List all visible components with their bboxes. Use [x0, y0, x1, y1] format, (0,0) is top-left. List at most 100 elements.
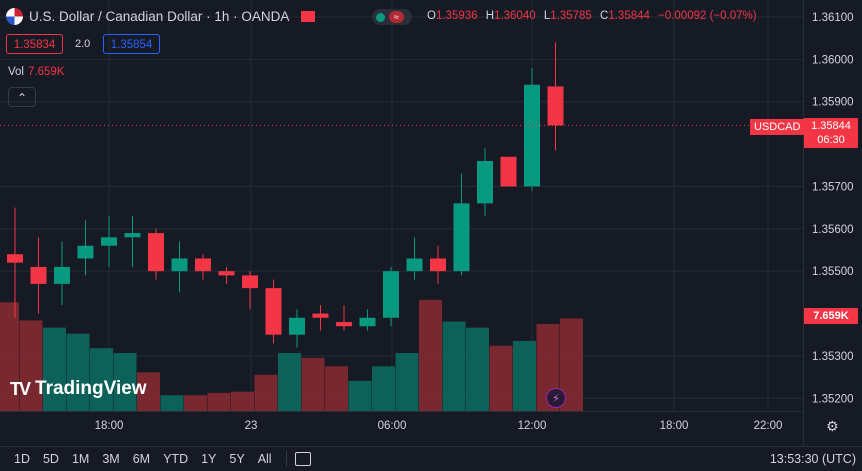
- volume-bar: [372, 366, 395, 411]
- spread-value: 2.0: [75, 38, 91, 50]
- candle-body: [30, 266, 47, 284]
- volume-bar: [442, 321, 466, 411]
- tradingview-logo[interactable]: TV TradingView: [10, 378, 147, 400]
- candle-body: [547, 86, 564, 126]
- price-tick-label: 1.36000: [812, 54, 854, 66]
- volume-bar: [466, 327, 489, 411]
- candle-body: [195, 258, 211, 272]
- timeframe-ytd[interactable]: YTD: [163, 452, 189, 466]
- volume-value: 7.659K: [28, 66, 65, 78]
- volume-bar: [301, 357, 325, 411]
- timeframe-all[interactable]: All: [257, 452, 272, 466]
- calendar-goto-icon[interactable]: [294, 452, 311, 466]
- lightning-icon[interactable]: ⚡: [546, 388, 566, 408]
- change-readout: −0.00092 (−0.07%): [658, 10, 757, 22]
- us-canada-flag-icon: [6, 8, 23, 25]
- price-tick-label: 1.36100: [812, 12, 854, 24]
- symbol-price-label: USDCAD: [750, 119, 805, 135]
- candle-body: [524, 84, 540, 187]
- candle-body: [453, 203, 470, 272]
- candle-body: [430, 258, 446, 272]
- candle-body: [265, 288, 282, 335]
- volume-bar: [395, 353, 419, 411]
- last-price-label: 1.35844 06:30: [804, 118, 858, 148]
- candle-body: [101, 237, 117, 246]
- candle-body: [77, 245, 94, 259]
- buy-button[interactable]: 1.35854: [103, 34, 160, 54]
- volume-bar: [560, 318, 583, 411]
- toolbar-divider: [285, 451, 287, 467]
- volume-bar: [513, 340, 536, 411]
- candle-body: [171, 258, 188, 272]
- candle-body: [218, 271, 235, 276]
- price-chart[interactable]: 1.36100 1.36000 1.35900 1.35700 1.35600 1.355…: [0, 0, 862, 446]
- candle-body: [242, 275, 258, 289]
- candle-body: [359, 317, 376, 327]
- timeframe-1d[interactable]: 1D: [14, 452, 30, 466]
- candle-body: [148, 233, 164, 272]
- price-tick-label: 1.35700: [812, 181, 854, 193]
- time-tick-label: 18:00: [95, 420, 124, 432]
- chevron-up-icon[interactable]: ⌃: [8, 87, 36, 107]
- volume-bar: [348, 380, 372, 411]
- volume-bar: [137, 372, 160, 411]
- volume-label: Vol: [8, 66, 24, 78]
- candle-body: [406, 258, 423, 272]
- volume-axis-label: 7.659K: [804, 308, 858, 324]
- time-tick-label: 22:00: [754, 420, 783, 432]
- volume-bar: [325, 366, 348, 411]
- candle-body: [312, 313, 329, 318]
- timeframe-1m[interactable]: 1M: [71, 452, 90, 466]
- candle-body: [336, 322, 352, 327]
- timeframe-3m[interactable]: 3M: [102, 452, 120, 466]
- volume-bar: [19, 320, 43, 411]
- volume-bar: [231, 391, 254, 411]
- chart-header: U.S. Dollar / Canadian Dollar · 1h · OAN…: [6, 8, 316, 25]
- volume-bar: [160, 395, 184, 411]
- timeframe-5y[interactable]: 5Y: [229, 452, 245, 466]
- utc-clock[interactable]: 13:53:30 (UTC): [769, 452, 856, 466]
- volume-bar: [278, 353, 301, 411]
- price-tick-label: 1.35600: [812, 224, 854, 236]
- volume-bar: [419, 299, 442, 411]
- time-tick-label: 18:00: [660, 420, 689, 432]
- volume-bar: [489, 345, 513, 411]
- volume-bar: [113, 353, 137, 411]
- timeframe-6m[interactable]: 6M: [132, 452, 151, 466]
- logo-text: TradingView: [35, 378, 147, 399]
- candle-body: [383, 271, 399, 318]
- candle-body: [7, 254, 23, 263]
- price-tick-label: 1.35500: [812, 266, 854, 278]
- candle-body: [477, 161, 493, 204]
- tradingview-logo-icon: TV: [10, 378, 31, 399]
- candle-body: [289, 317, 305, 335]
- volume-bar: [66, 333, 90, 411]
- bar-countdown: 06:30: [817, 134, 845, 146]
- volume-bar: [43, 327, 66, 411]
- volume-bar: [254, 374, 278, 411]
- time-tick-label: 23: [245, 420, 258, 432]
- volume-legend: Vol 7.659K: [8, 66, 64, 78]
- timeframe-5d[interactable]: 5D: [42, 452, 59, 466]
- indicator-toggle[interactable]: ≈: [372, 9, 412, 25]
- candle-body: [500, 156, 517, 187]
- bottom-toolbar: 1D 5D 1M 3M 6M YTD 1Y 5Y All 13:53:30 (U…: [0, 446, 862, 471]
- symbol-title[interactable]: U.S. Dollar / Canadian Dollar · 1h · OAN…: [29, 9, 290, 24]
- candle-body: [54, 266, 70, 284]
- volume-bar: [207, 392, 231, 411]
- price-tick-label: 1.35900: [812, 97, 854, 109]
- price-tick-label: 1.35200: [812, 393, 854, 405]
- ohlc-readout: O1.35936 H1.36040 L1.35785 C1.35844 −0.0…: [427, 10, 757, 22]
- sell-button[interactable]: 1.35834: [6, 34, 63, 54]
- volume-bar: [90, 348, 113, 411]
- market-status-icon[interactable]: [301, 11, 316, 22]
- settings-gear-icon[interactable]: ⚙: [826, 418, 839, 434]
- volume-bar: [0, 302, 19, 411]
- timeframe-1y[interactable]: 1Y: [201, 452, 217, 466]
- wave-icon: ≈: [389, 11, 404, 23]
- volume-bar: [184, 395, 207, 411]
- live-dot-icon: [376, 12, 385, 22]
- candle-body: [124, 233, 141, 238]
- time-tick-label: 12:00: [518, 420, 547, 432]
- time-tick-label: 06:00: [378, 420, 407, 432]
